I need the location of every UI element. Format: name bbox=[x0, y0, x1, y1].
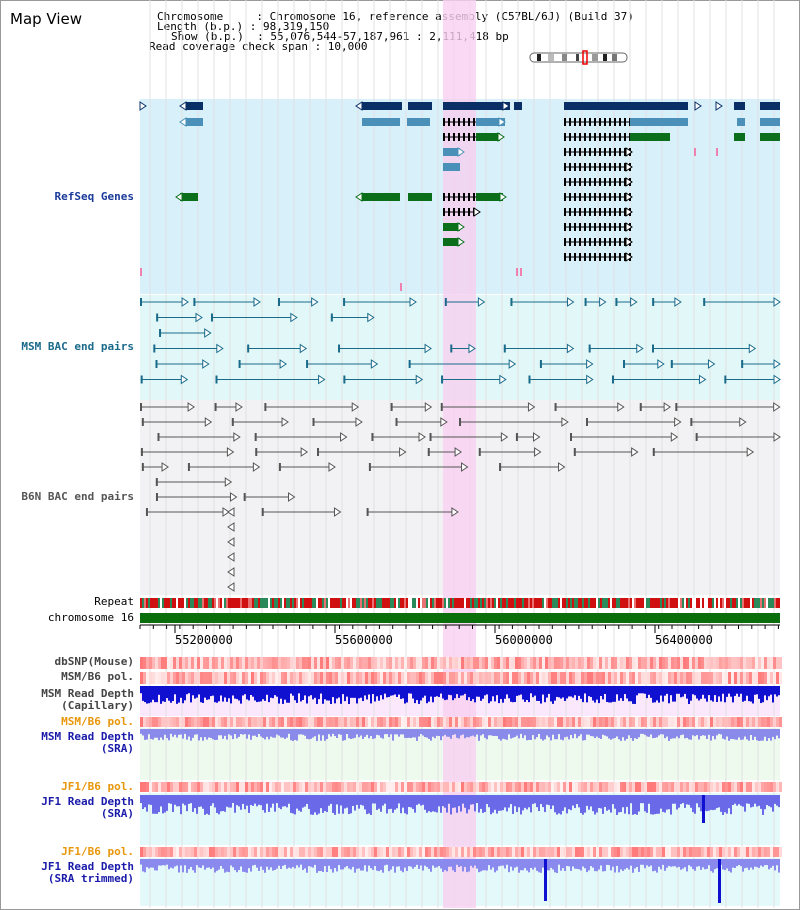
track-label-jf1-pol-2: JF1/B6 pol. bbox=[61, 845, 134, 858]
axis-tick-label: 56000000 bbox=[495, 633, 553, 647]
msm-depth-sra bbox=[140, 729, 780, 741]
track-label-msm-pol-2: MSM/B6 pol. bbox=[61, 715, 134, 728]
track-label-msm-depth-sra-sub: (SRA) bbox=[100, 742, 134, 755]
track-label-msm-depth-cap-sub: (Capillary) bbox=[61, 699, 134, 712]
chromosome-ideogram-icon bbox=[529, 50, 628, 65]
track-label-msm-bac[interactable]: MSM BAC end pairs bbox=[21, 340, 134, 353]
track-label-jf1-depth-sra: JF1 Read Depth bbox=[41, 795, 134, 808]
refseq-genes bbox=[139, 101, 780, 291]
b6n-bac-stack bbox=[227, 507, 235, 592]
track-label-repeat: Repeat bbox=[94, 595, 134, 608]
msm-pol-strip-2 bbox=[140, 717, 782, 727]
grid-lines bbox=[149, 0, 775, 908]
track-label-msm-depth-sra: MSM Read Depth bbox=[41, 730, 134, 743]
repeat-track bbox=[140, 598, 780, 608]
track-label-chromosome: chromosome 16 bbox=[47, 611, 134, 624]
page-title: Map View bbox=[10, 10, 83, 28]
info-length: Length (b.p.) : 98,319,150 bbox=[157, 20, 330, 33]
track-label-msm-pol-1: MSM/B6 pol. bbox=[61, 670, 134, 683]
track-label-jf1-pol-1: JF1/B6 pol. bbox=[61, 780, 134, 793]
dbsnp-strip bbox=[140, 657, 782, 669]
track-label-b6n-bac[interactable]: B6N BAC end pairs bbox=[21, 490, 134, 503]
track-label-jf1-depth-sra-sub: (SRA) bbox=[100, 807, 134, 820]
jf1-pol-strip-1 bbox=[140, 782, 782, 792]
b6n-bac-end-pairs bbox=[140, 402, 781, 517]
info-coverage: Read coverage check span : 10,000 bbox=[149, 40, 368, 53]
msm-bac-end-pairs bbox=[140, 297, 781, 385]
jf1-pol-strip-2 bbox=[140, 847, 782, 857]
track-label-jf1-depth-trim-sub: (SRA trimmed) bbox=[47, 872, 134, 885]
track-label-dbsnp: dbSNP(Mouse) bbox=[54, 655, 134, 668]
position-axis: 55200000 55600000 56000000 56400000 bbox=[139, 624, 780, 647]
track-label-jf1-depth-trim: JF1 Read Depth bbox=[41, 860, 134, 873]
msm-pol-strip-1 bbox=[140, 672, 782, 684]
chromosome-bar bbox=[140, 613, 780, 623]
axis-tick-label: 55200000 bbox=[175, 633, 233, 647]
msm-depth-capillary bbox=[140, 686, 780, 704]
track-label-refseq[interactable]: RefSeq Genes bbox=[54, 190, 134, 203]
axis-tick-label: 55600000 bbox=[335, 633, 393, 647]
jf1-depth-trimmed bbox=[140, 859, 780, 903]
jf1-depth-sra bbox=[140, 795, 780, 823]
axis-tick-label: 56400000 bbox=[655, 633, 713, 647]
track-label-msm-depth-cap: MSM Read Depth bbox=[41, 687, 134, 700]
